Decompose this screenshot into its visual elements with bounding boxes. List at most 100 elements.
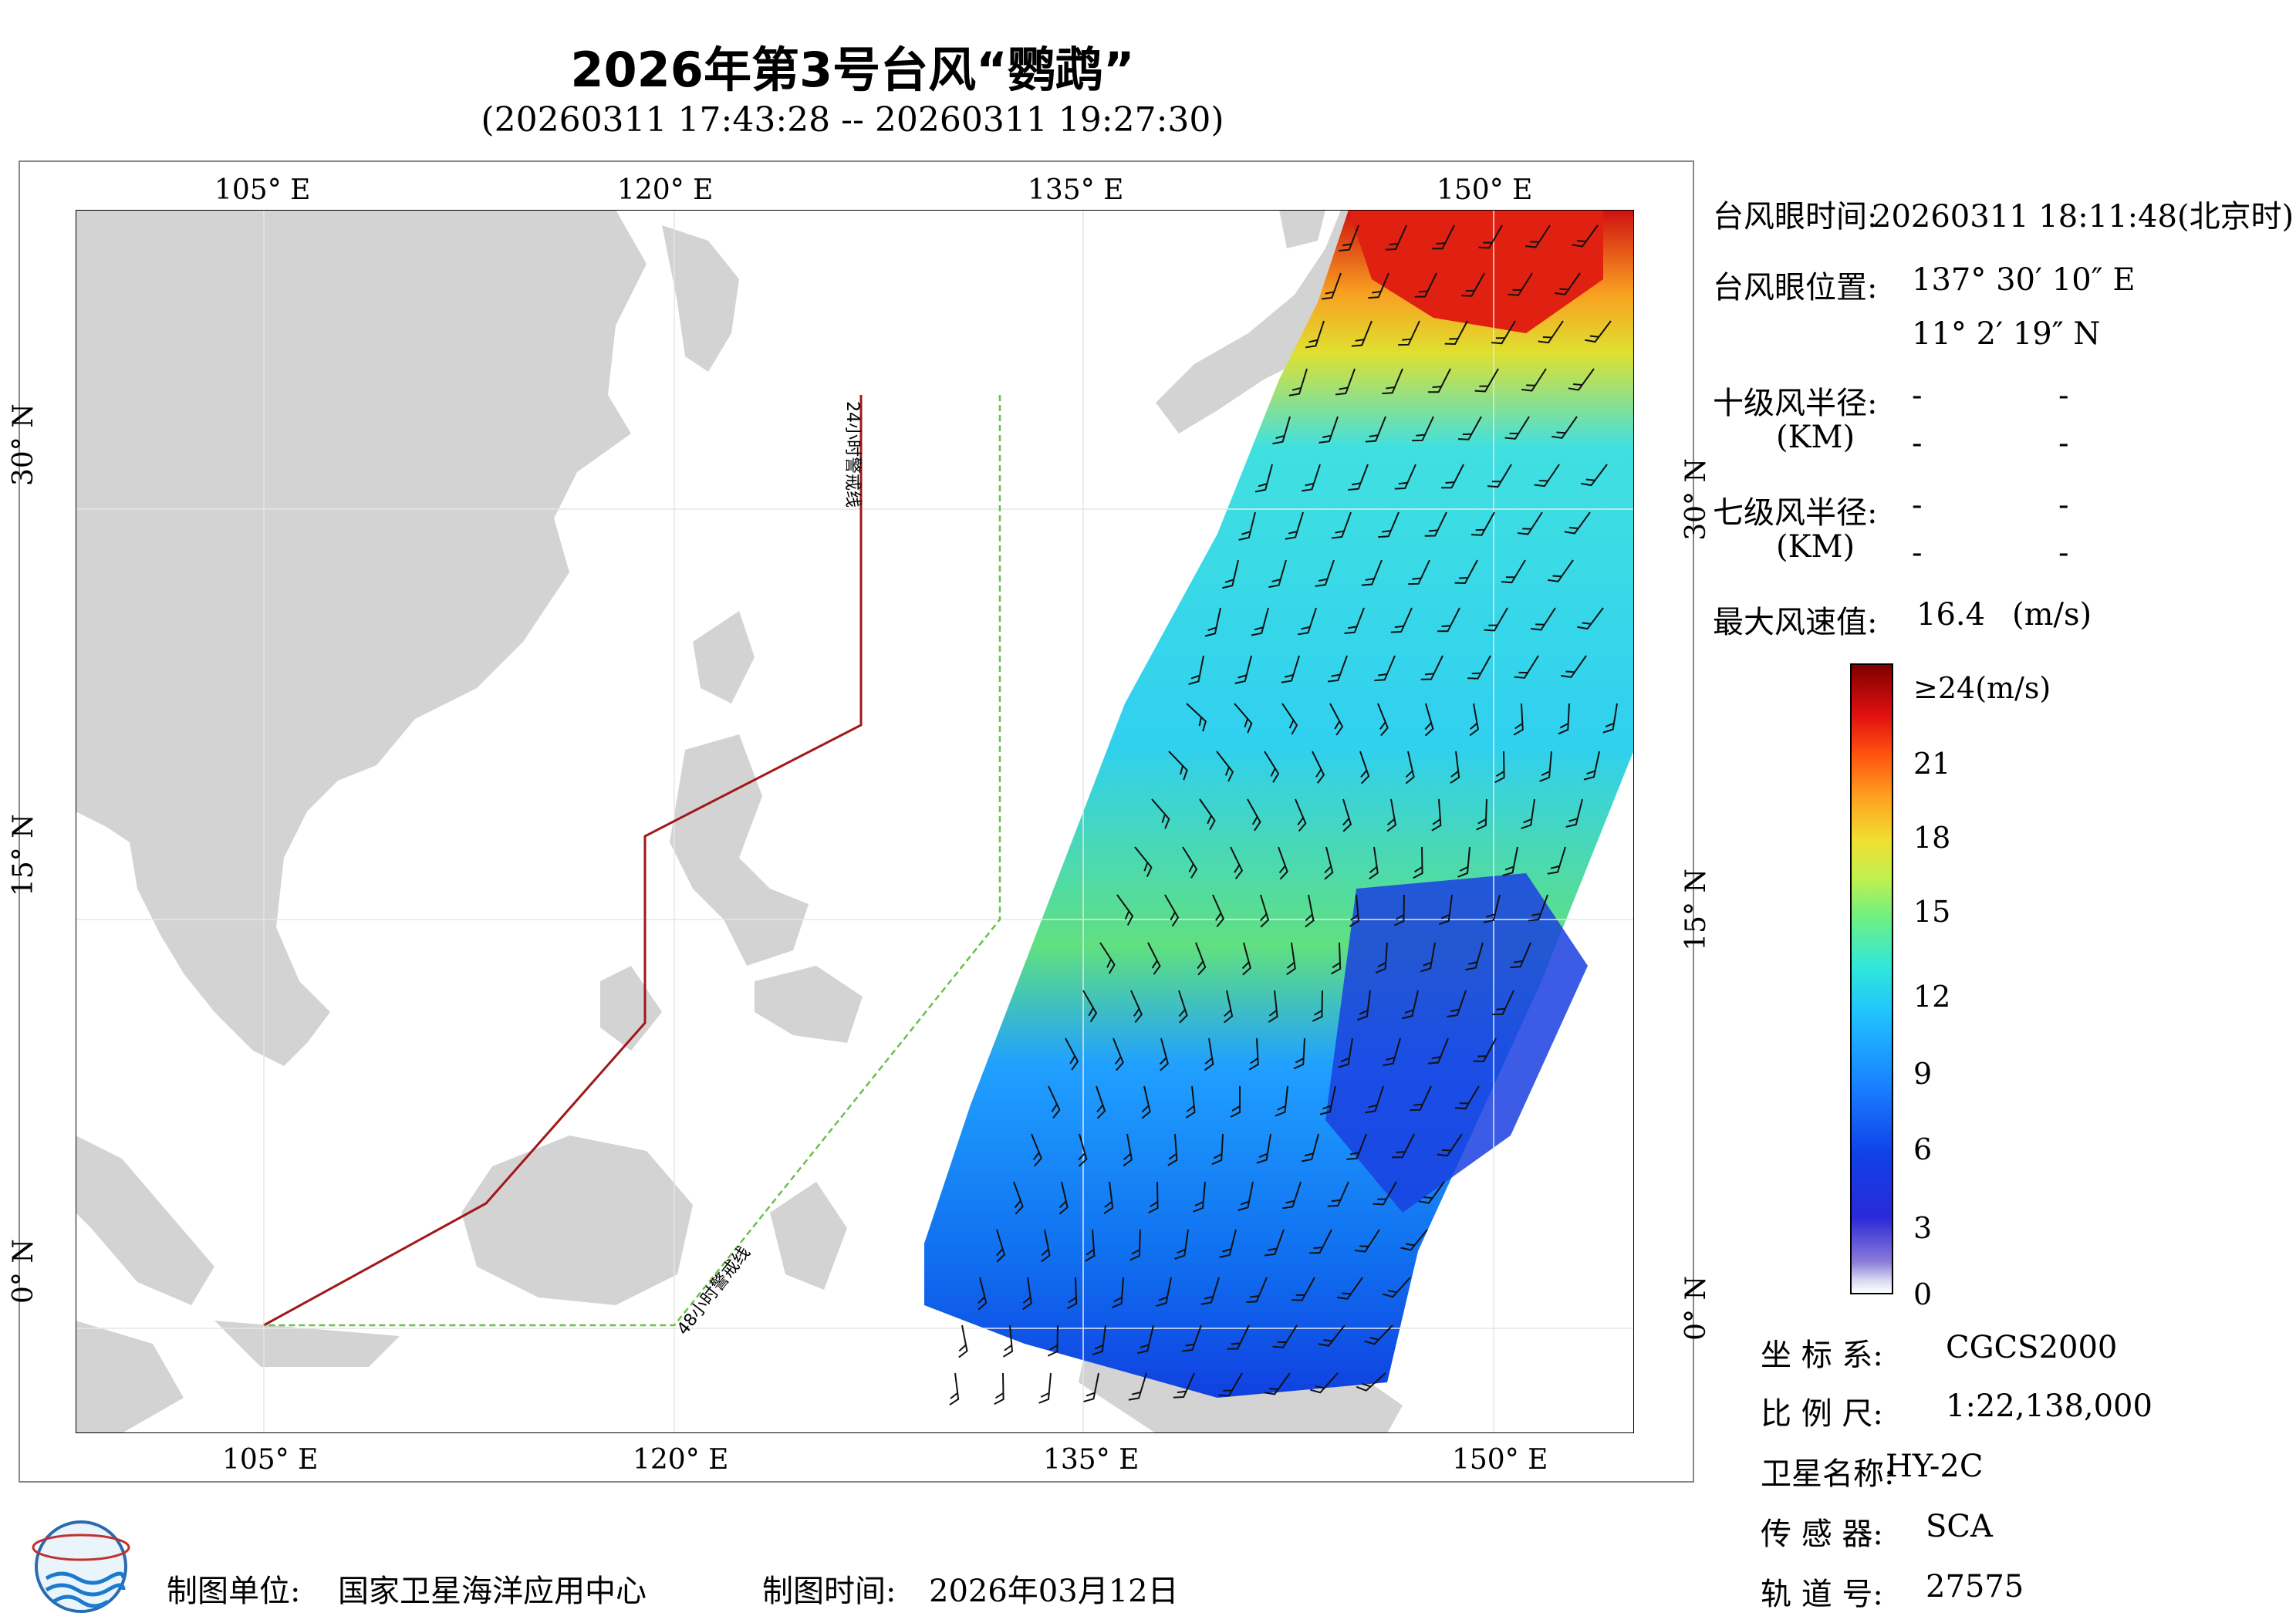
wind-barb <box>1356 990 1371 1021</box>
wind-barb <box>1230 846 1244 879</box>
wind-barb <box>1438 894 1453 926</box>
crs-label: 坐 标 系: <box>1761 1338 1883 1373</box>
footer-time-label: 制图时间: <box>762 1574 896 1609</box>
wind-barb <box>1164 894 1180 927</box>
wind-barb <box>1285 511 1304 540</box>
colorbar-label-18: 18 <box>1913 821 1951 855</box>
warning-line-48h <box>264 395 1001 1327</box>
wind-barb <box>1444 320 1468 346</box>
wind-field-map: 24小时警戒线 48小时警戒线 <box>76 210 1634 1433</box>
wind-barb <box>1292 1277 1315 1301</box>
wind-barb <box>1147 942 1161 975</box>
wind-barb <box>1264 1372 1291 1395</box>
wind-barbs <box>949 224 1618 1405</box>
wind-barb <box>1248 1038 1259 1071</box>
wind-barb <box>1324 846 1334 880</box>
wind-barb <box>1230 1086 1241 1118</box>
footer-unit-label: 制图单位: <box>167 1574 301 1609</box>
wind-barb <box>1469 703 1479 737</box>
wind-speed-colorbar <box>1850 663 1893 1294</box>
wind-barb <box>1428 368 1451 393</box>
wind-barb <box>1246 1277 1268 1304</box>
r7-dash-2: - <box>2058 488 2069 523</box>
wind-barb <box>1412 416 1434 442</box>
wind-barb <box>1487 464 1512 488</box>
wind-barb <box>1223 990 1234 1024</box>
wind-barb <box>1182 846 1198 879</box>
wind-barb <box>1491 320 1516 345</box>
wind-barb <box>1335 368 1356 396</box>
wind-barb <box>1293 1038 1305 1070</box>
wind-barb <box>1083 1372 1099 1402</box>
wind-barb <box>1302 464 1321 492</box>
wind-barb <box>1474 368 1499 393</box>
wind-barb <box>1484 607 1508 632</box>
wind-barb <box>1427 1038 1449 1065</box>
wind-barb <box>1558 703 1570 735</box>
scale-value: 1:22,138,000 <box>1946 1388 2152 1424</box>
wind-barb <box>1241 942 1251 976</box>
lat-label-left-0: 0° N <box>8 1239 39 1304</box>
max-wind-value: 16.4 <box>1916 597 1986 633</box>
wind-barb <box>1272 416 1291 445</box>
wind-barb <box>1137 1324 1154 1355</box>
wind-barb <box>1238 511 1256 541</box>
wind-barb <box>1457 846 1470 878</box>
warning-line-24h <box>263 395 863 1327</box>
wind-barb <box>1501 559 1526 584</box>
wind-barb <box>1022 1277 1032 1311</box>
wind-barb <box>1513 703 1524 736</box>
wind-barb <box>1351 320 1373 347</box>
wind-barb <box>1394 464 1416 490</box>
wind-barb <box>1319 1085 1336 1115</box>
wind-barb <box>1256 1133 1271 1164</box>
wind-barb <box>1167 1133 1178 1166</box>
wind-barb <box>1141 1085 1151 1119</box>
colorbar-label-24: ≥24(m/s) <box>1913 671 2051 705</box>
orbit-value: 27575 <box>1926 1569 2024 1604</box>
swath-low-wind-zone <box>1325 873 1588 1213</box>
wind-barb <box>1200 1277 1220 1305</box>
wind-barb <box>1458 416 1482 440</box>
wind-barb <box>1361 559 1383 586</box>
wind-barb <box>1518 511 1543 535</box>
wind-barb <box>1504 416 1530 440</box>
wind-barb <box>1286 942 1296 976</box>
lat-label-left-15: 15° N <box>8 814 39 896</box>
wind-barb <box>1551 416 1578 439</box>
lat-label-right-15: 15° N <box>1680 869 1712 951</box>
footer-unit-value: 国家卫星海洋应用中心 <box>338 1574 647 1609</box>
wind-barb <box>1382 368 1403 395</box>
sensor-value: SCA <box>1926 1509 1993 1544</box>
wind-barb <box>1272 1324 1298 1348</box>
lon-label-top-105: 105° E <box>214 174 311 206</box>
r10-dash-3: - <box>1912 426 1923 461</box>
wind-barb <box>1342 798 1352 832</box>
wind-barb <box>1386 798 1396 832</box>
wind-barb <box>1447 990 1467 1017</box>
lon-label-top-135: 135° E <box>1028 174 1124 206</box>
lat-label-right-30: 30° N <box>1680 458 1712 541</box>
wind-barb <box>1130 990 1143 1024</box>
wind-barb <box>1555 272 1581 295</box>
graticule <box>76 210 1634 1433</box>
wind-barb <box>1548 559 1574 582</box>
eye-position-label: 台风眼位置: <box>1713 270 1878 305</box>
wind-barb <box>1502 846 1518 876</box>
map-subtitle: (20260311 17:43:28 -- 20260311 19:27:30) <box>481 100 1224 140</box>
wind-barb <box>1047 1324 1059 1357</box>
wind-barb <box>1392 1133 1415 1159</box>
r10-dash-1: - <box>1912 378 1923 413</box>
colorbar-label-9: 9 <box>1913 1057 1933 1091</box>
lat-label-left-30: 30° N <box>8 403 39 486</box>
eye-time-label: 台风眼时间: <box>1713 199 1878 235</box>
wind-barb <box>1450 751 1460 784</box>
wind-barb <box>1377 703 1389 737</box>
wind-barb <box>1431 798 1442 832</box>
wind-barb <box>1234 703 1253 734</box>
wind-barb <box>1359 751 1370 785</box>
wind-barb <box>1400 1229 1428 1251</box>
wind-barb <box>1581 464 1608 487</box>
wind-barb <box>1193 1181 1206 1213</box>
r7-unit: (KM) <box>1776 529 1855 565</box>
